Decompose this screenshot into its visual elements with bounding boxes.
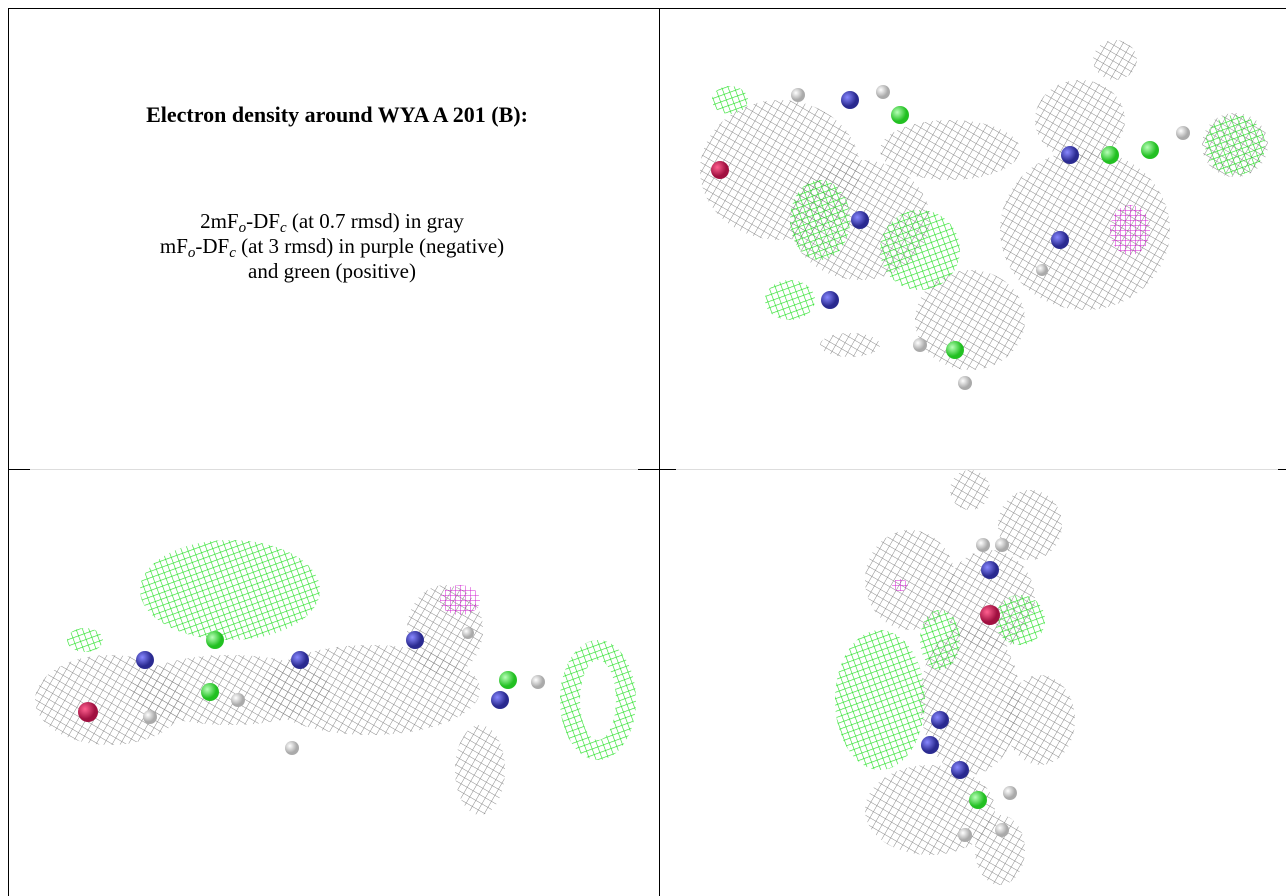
density-image-top-right [700,40,1268,390]
page: Electron density around WYA A 201 (B): 2… [0,0,1286,896]
legend-line: and green (positive) [248,259,416,283]
text-run: -DF [195,234,229,258]
text-run: and green (positive) [248,259,416,283]
text-run: (at 0.7 rmsd) in gray [287,209,465,233]
legend-line: 2mFo-DFc (at 0.7 rmsd) in gray [200,209,464,236]
text-run: 2mF [200,209,239,233]
title: Electron density around WYA A 201 (B): [146,102,528,127]
text-run: mF [160,234,188,258]
density-image-bottom-right [835,470,1075,885]
density-image-bottom-left [35,540,636,815]
text-run: -DF [246,209,280,233]
legend-line: mFo-DFc (at 3 rmsd) in purple (negative) [160,234,504,261]
figure-table: Electron density around WYA A 201 (B): 2… [0,0,1286,896]
text-run: (at 3 rmsd) in purple (negative) [236,234,504,258]
